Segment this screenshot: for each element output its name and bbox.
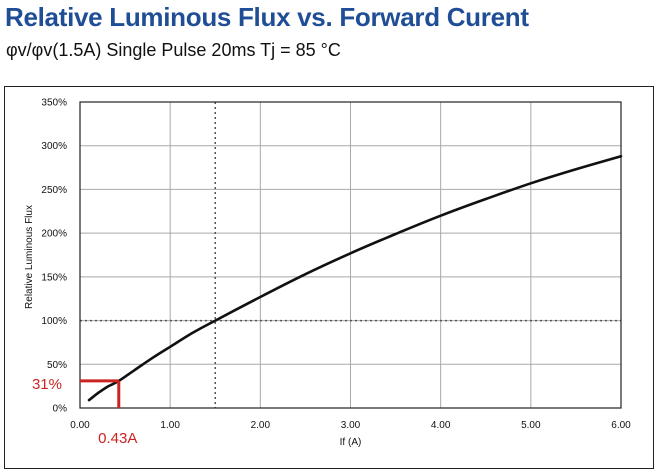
x-tick-label: 3.00 [341, 420, 361, 431]
x-tick-label: 2.00 [251, 420, 271, 431]
series-layer [87, 154, 623, 402]
x-tick-label: 6.00 [611, 420, 631, 431]
chart-frame [4, 86, 654, 469]
x-tick-label: 1.00 [160, 420, 180, 431]
y-axis-label: Relative Luminous Flux [24, 205, 35, 309]
y-tick-label: 200% [41, 229, 67, 240]
y-tick-label: 100% [41, 316, 67, 327]
y-tick-label: 300% [41, 141, 67, 152]
plot-area-border [79, 101, 622, 409]
series-line [87, 154, 623, 402]
annotation-y-label: 31% [32, 376, 62, 393]
reference-lines [80, 102, 621, 408]
chart-subtitle: φv/φv(1.5A) Single Pulse 20ms Tj = 85 °C [6, 40, 341, 60]
annotation-x-label: 0.43A [98, 430, 137, 447]
y-tick-label: 50% [47, 360, 67, 371]
y-tick-label: 350% [41, 98, 67, 109]
x-tick-label: 5.00 [521, 420, 541, 431]
grid-layer [80, 102, 621, 408]
x-tick-label: 0.00 [70, 420, 90, 431]
y-tick-label: 0% [53, 404, 68, 415]
y-tick-label: 150% [41, 272, 67, 283]
x-axis-label: If (A) [340, 437, 362, 448]
x-tick-label: 4.00 [431, 420, 451, 431]
chart-title: Relative Luminous Flux vs. Forward Curen… [5, 2, 529, 32]
annotation-layer: 31% 0.43A [32, 376, 137, 447]
y-tick-label: 250% [41, 185, 67, 196]
y-tick-labels: 0% 50% 100% 150% 200% 250% 300% 350% [41, 98, 67, 415]
x-tick-labels: 0.00 1.00 2.00 3.00 4.00 5.00 6.00 [70, 420, 631, 431]
